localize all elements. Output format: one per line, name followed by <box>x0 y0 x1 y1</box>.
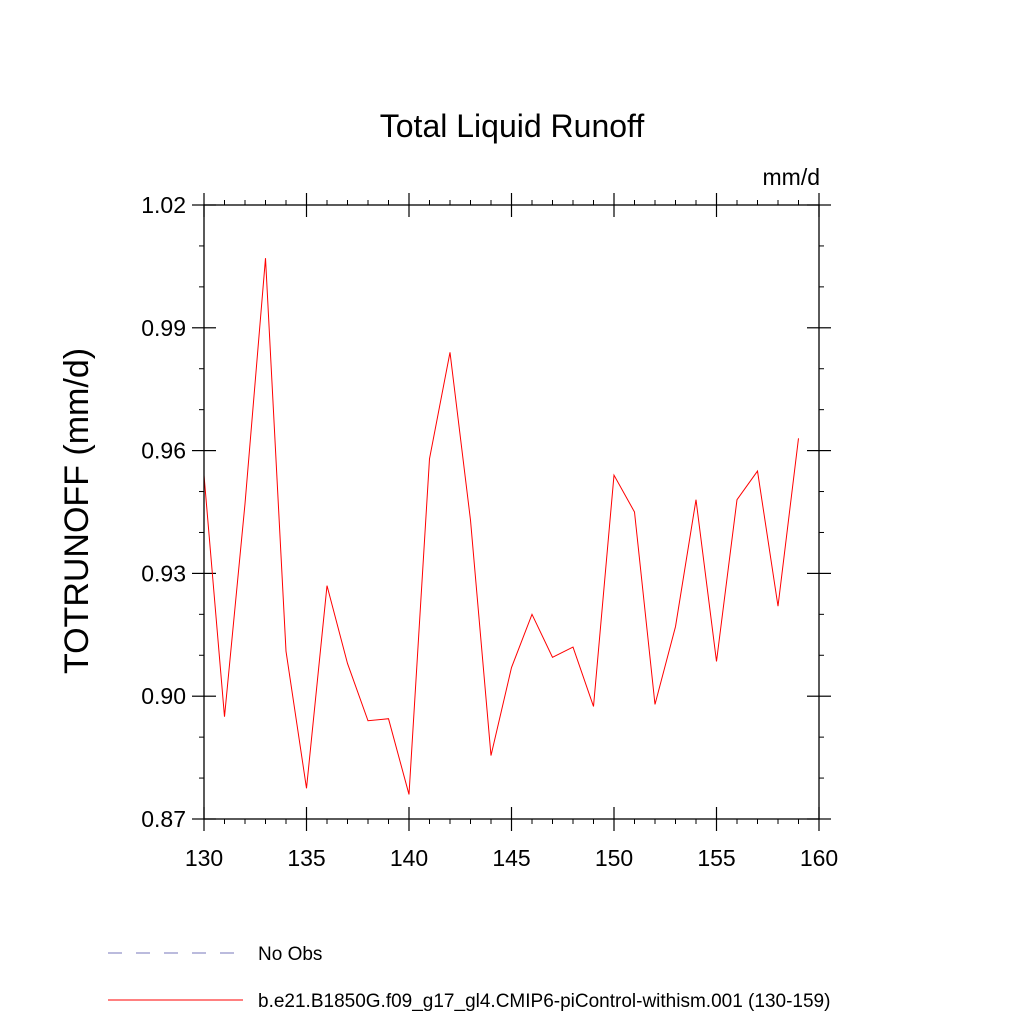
x-tick-label: 135 <box>287 845 325 871</box>
y-tick-label: 0.99 <box>141 315 186 341</box>
chart-title: Total Liquid Runoff <box>380 108 645 144</box>
axis-ticks <box>192 193 831 831</box>
legend: No Obs b.e21.B1850G.f09_g17_gl4.CMIP6-piC… <box>108 944 830 1012</box>
x-tick-label: 140 <box>390 845 428 871</box>
y-tick-label: 0.90 <box>141 683 186 709</box>
x-tick-label: 160 <box>800 845 838 871</box>
x-tick-label: 150 <box>595 845 633 871</box>
x-tick-label: 155 <box>697 845 735 871</box>
tick-labels: 130 135 140 145 150 155 160 0.87 0.90 0.93 0.96 0.9… <box>141 192 838 871</box>
x-tick-label: 145 <box>492 845 530 871</box>
y-tick-label: 1.02 <box>141 192 186 218</box>
plot-frame <box>203 204 820 820</box>
x-tick-label: 130 <box>185 845 223 871</box>
y-tick-label: 0.93 <box>141 560 186 586</box>
y-axis-label: TOTRUNOFF (mm/d) <box>58 348 96 674</box>
y-tick-label: 0.96 <box>141 438 186 464</box>
y-tick-label: 0.87 <box>141 806 186 832</box>
units-label: mm/d <box>763 164 821 190</box>
legend-label: b.e21.B1850G.f09_g17_gl4.CMIP6-piControl… <box>258 991 830 1012</box>
series-layer <box>203 258 799 795</box>
legend-label: No Obs <box>258 944 322 965</box>
series-line <box>203 258 799 795</box>
